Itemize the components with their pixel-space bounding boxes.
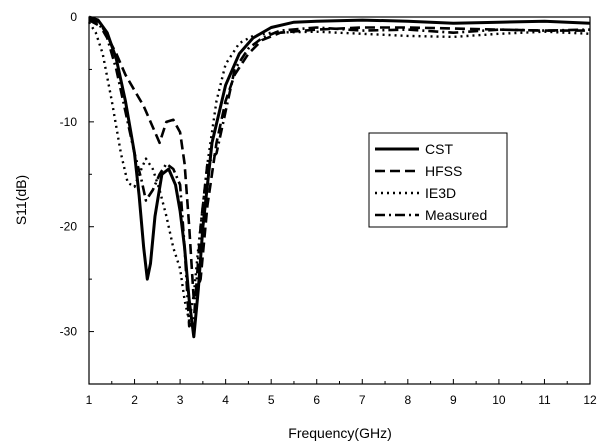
series-layer (87, 15, 591, 339)
x-tick-label: 11 (538, 393, 551, 407)
x-tick-label: 4 (222, 393, 229, 407)
x-tick-label: 12 (583, 393, 597, 407)
x-tick-label: 6 (313, 393, 320, 407)
y-tick-label: -10 (60, 115, 78, 129)
legend-label-cst: CST (425, 141, 453, 157)
legend-label-measured: Measured (425, 207, 487, 223)
x-tick-label: 5 (268, 393, 275, 407)
y-tick-label: -30 (60, 325, 78, 339)
y-axis-title: S11(dB) (13, 175, 29, 225)
legend: CST HFSS IE3D Measured (368, 132, 508, 228)
series-line-ie3d (87, 21, 591, 323)
series-line-cst (88, 15, 591, 339)
legend-label-ie3d: IE3D (425, 185, 456, 201)
x-tick-label: 3 (177, 393, 184, 407)
x-tick-label: 1 (86, 393, 93, 407)
series-line-hfss (88, 18, 590, 302)
plot-area-frame (88, 16, 591, 385)
y-tick-label: -20 (60, 220, 78, 234)
tick-layer: 1 2 3 4 5 6 7 8 9 10 11 120-10-20-30 (60, 10, 597, 407)
x-tick-label: 9 (450, 393, 457, 407)
x-tick-label: 8 (404, 393, 411, 407)
x-tick-label: 2 (131, 393, 138, 407)
x-axis-title: Frequency(GHz) (288, 425, 391, 441)
x-tick-label: 7 (359, 393, 366, 407)
x-tick-label: 10 (492, 393, 506, 407)
y-tick-label: 0 (70, 10, 77, 24)
series-line-measured (88, 16, 591, 328)
legend-label-hfss: HFSS (425, 163, 462, 179)
